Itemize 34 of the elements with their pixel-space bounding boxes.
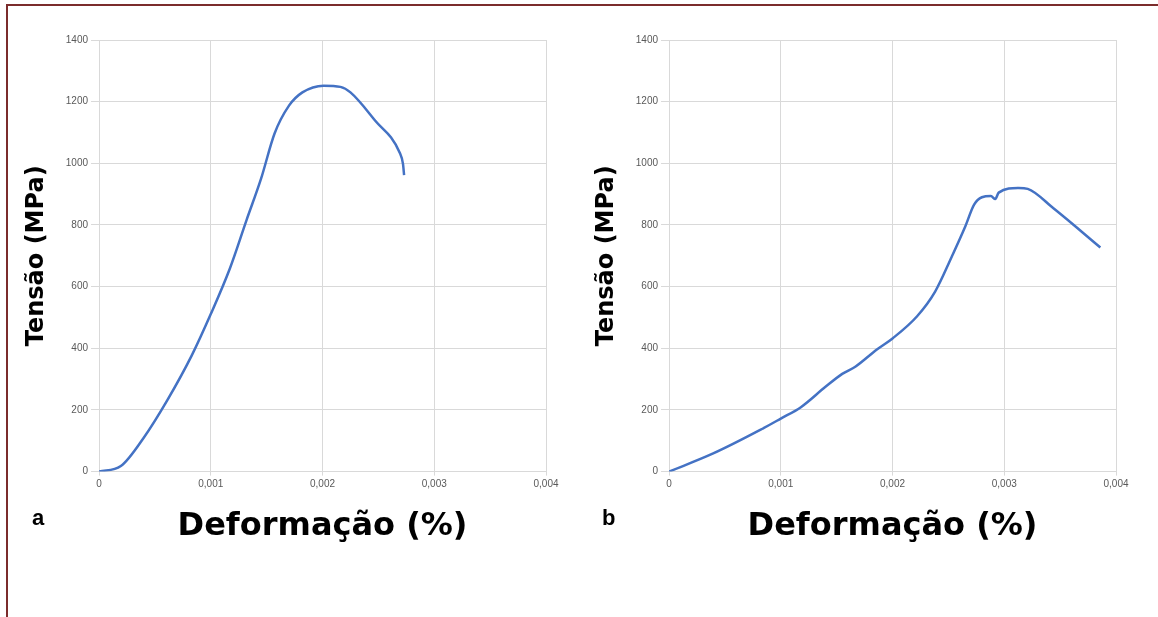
text: a xyxy=(32,505,45,531)
y-tick-label: 1000 xyxy=(635,157,659,169)
x-tick-label: 0,001 xyxy=(198,478,224,490)
x-axis-title: Deformação (%) xyxy=(177,505,468,544)
y-axis-title: Tensão (MPa) xyxy=(590,165,619,347)
y-tick-label: 1000 xyxy=(65,157,89,169)
y-tick-label: 1200 xyxy=(635,95,659,107)
y-tick-label: 400 xyxy=(641,342,659,354)
x-tick-label: 0,004 xyxy=(533,478,559,490)
line-series xyxy=(99,84,406,472)
y-tick-label: 600 xyxy=(641,280,659,292)
y-axis-title: Tensão (MPa) xyxy=(20,165,49,347)
x-tick-label: 0 xyxy=(666,478,673,490)
y-tick-label: 800 xyxy=(71,218,89,230)
y-tick-label: 0 xyxy=(82,465,89,477)
y-tick-label: 1200 xyxy=(65,95,89,107)
y-tick-label: 1400 xyxy=(635,33,659,45)
line-series xyxy=(669,186,1102,472)
x-tick-label: 0,003 xyxy=(991,478,1018,490)
x-tick-label: 0,004 xyxy=(1103,478,1129,490)
x-tick-label: 0,002 xyxy=(880,478,906,490)
y-tick-label: 1400 xyxy=(65,33,89,45)
y-tick-label: 800 xyxy=(641,218,659,230)
y-tick-label: 200 xyxy=(71,403,89,415)
y-tick-label: 400 xyxy=(71,342,89,354)
y-tick-label: 200 xyxy=(641,403,659,415)
x-axis-title: Deformação (%) xyxy=(747,505,1038,544)
x-tick-label: 0 xyxy=(96,478,103,490)
x-tick-label: 0,002 xyxy=(310,478,336,490)
y-tick-label: 0 xyxy=(652,465,659,477)
text: b xyxy=(602,505,616,531)
x-tick-label: 0,001 xyxy=(768,478,794,490)
y-tick-label: 600 xyxy=(71,280,89,292)
x-tick-label: 0,003 xyxy=(421,478,448,490)
